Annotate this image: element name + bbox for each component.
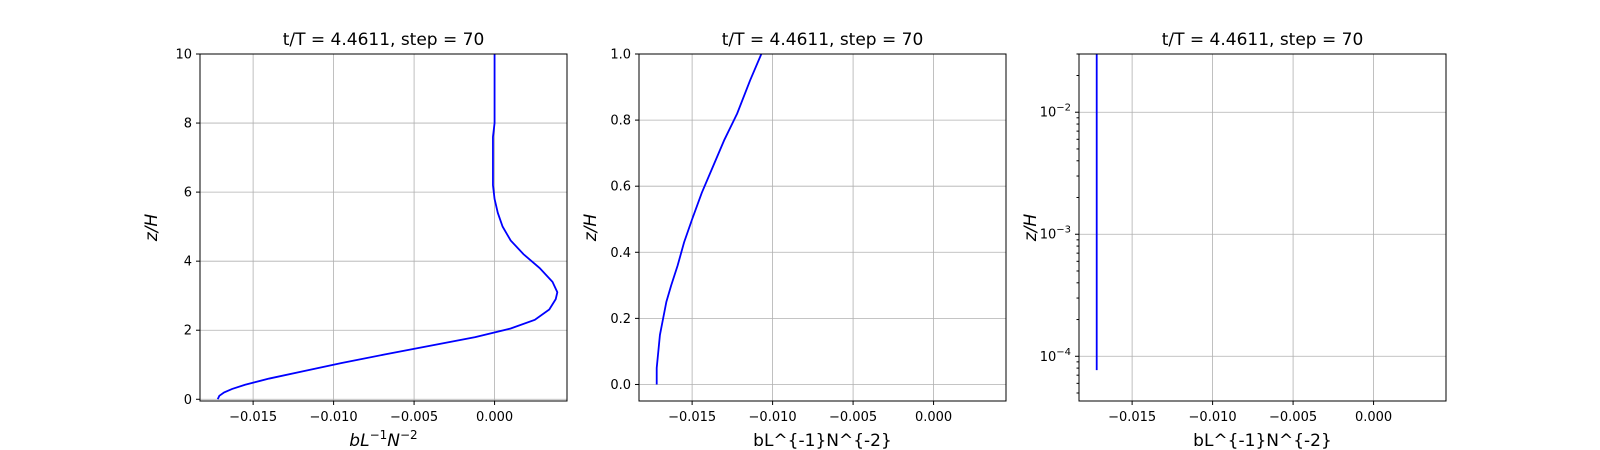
y-tick-label: 6 (184, 186, 192, 201)
subplot-1: −0.015 −0.010 −0.005 0.000 0 2 4 6 8 10 t/T = 4.46… (142, 30, 568, 450)
y-tick-exponent: −3 (1056, 225, 1071, 236)
x-tick-label: −0.015 (229, 410, 277, 425)
y-axis-label: z/H (1021, 214, 1041, 243)
x-tick-label: −0.005 (829, 410, 877, 425)
x-tick-label: 0.000 (476, 410, 513, 425)
x-tick-label: 0.000 (915, 410, 952, 425)
y-tick-base: 10 (1040, 106, 1057, 121)
x-axis-label-part: L (360, 431, 369, 450)
y-tick-label: 10−3 (1040, 225, 1071, 243)
subplot-2: −0.015 −0.010 −0.005 0.000 0.0 0.2 0.4 0.6 0.8 1.… (581, 30, 1007, 450)
x-tick-label: −0.010 (749, 410, 797, 425)
y-axis-label: z/H (581, 214, 601, 243)
x-tick-label: −0.005 (1269, 410, 1317, 425)
y-tick-label: 0.6 (610, 180, 631, 195)
chart-title: t/T = 4.4611, step = 70 (283, 30, 485, 50)
axes-frame (199, 53, 568, 402)
y-tick-label: 0.4 (610, 246, 631, 261)
series-line (216, 54, 559, 400)
y-axis-label: z/H (142, 214, 162, 243)
y-tick-label: 10−4 (1040, 347, 1071, 365)
x-axis-label: bL^{-1}N^{-2} (753, 431, 892, 450)
y-tick-label: 0.0 (610, 378, 631, 393)
axes-frame (1078, 53, 1447, 402)
chart-title: t/T = 4.4611, step = 70 (1162, 30, 1364, 50)
y-tick-base: 10 (1040, 228, 1057, 243)
x-axis-label: bL^{-1}N^{-2} (1193, 431, 1332, 450)
x-tick-label: −0.005 (390, 410, 438, 425)
y-tick-exponent: −2 (1056, 103, 1071, 114)
x-tick-label: −0.010 (1189, 410, 1237, 425)
y-tick-label: 10 (175, 48, 192, 63)
chart-title: t/T = 4.4611, step = 70 (722, 30, 924, 50)
x-axis-label-part: −1 (370, 428, 388, 442)
y-tick-label: 4 (184, 255, 192, 270)
y-tick-label: 0 (184, 393, 192, 408)
x-tick-label: −0.015 (668, 410, 716, 425)
axes-frame (638, 53, 1007, 402)
y-tick-label: 0.2 (610, 312, 631, 327)
y-tick-base: 10 (1040, 350, 1057, 365)
x-axis-label-part: −2 (400, 428, 418, 442)
y-tick-label: 1.0 (610, 48, 631, 63)
x-tick-label: 0.000 (1355, 410, 1392, 425)
y-tick-label: 10−2 (1040, 103, 1071, 121)
y-tick-label: 8 (184, 117, 192, 132)
y-tick-label: 0.8 (610, 114, 631, 129)
x-axis-label-part: b (349, 431, 360, 450)
y-tick-label: 2 (184, 324, 192, 339)
x-axis-label-part: N (387, 431, 400, 450)
x-tick-label: −0.015 (1108, 410, 1156, 425)
x-tick-label: −0.010 (310, 410, 358, 425)
series-line (655, 53, 763, 385)
x-axis-label: bL−1N−2 (349, 428, 417, 450)
y-tick-exponent: −4 (1056, 347, 1071, 358)
